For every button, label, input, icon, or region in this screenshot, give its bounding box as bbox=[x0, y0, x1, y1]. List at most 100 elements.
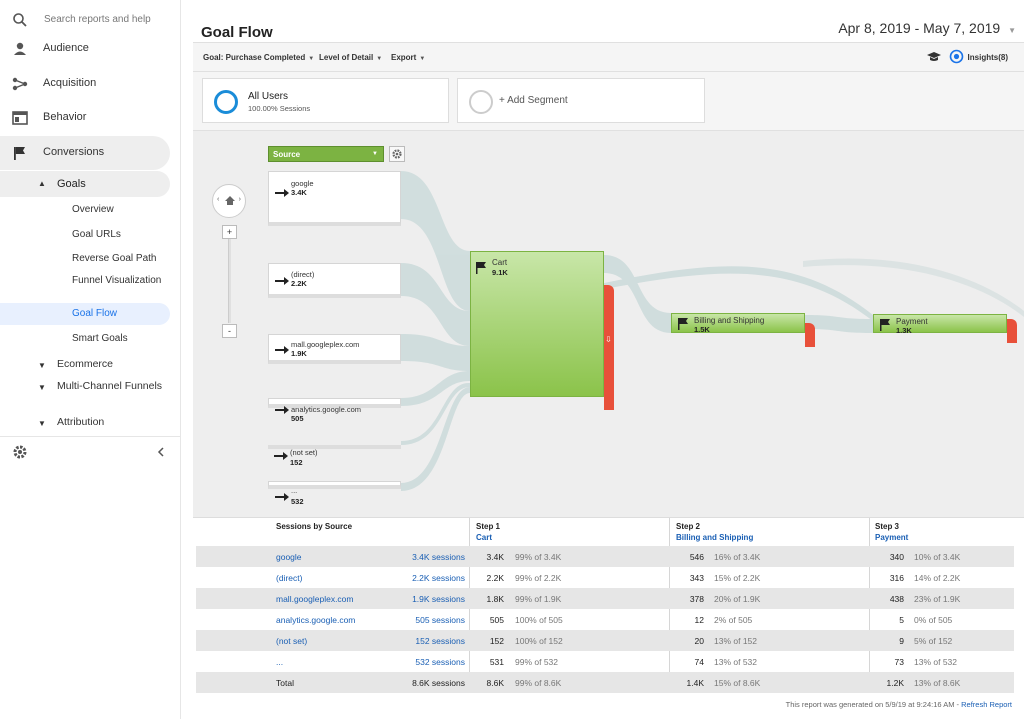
header-step-name: Billing and Shipping bbox=[676, 533, 754, 542]
sidebar-sub-overview[interactable]: Overview bbox=[72, 204, 114, 215]
source-cell[interactable]: google bbox=[276, 552, 302, 562]
entrance-arrow-icon bbox=[274, 452, 288, 460]
source-node-mall-googleplex[interactable]: mall.googleplex.com 1.9K bbox=[268, 334, 401, 364]
sidebar-item-audience[interactable]: Audience bbox=[0, 32, 180, 66]
source-node-direct[interactable]: (direct) 2.2K bbox=[268, 263, 401, 298]
sidebar-item-label: Attribution bbox=[57, 416, 105, 428]
zoom-out-button[interactable]: - bbox=[222, 324, 237, 338]
sidebar-sub-goal-urls[interactable]: Goal URLs bbox=[72, 229, 121, 240]
sessions-cell[interactable]: 505 sessions bbox=[415, 615, 465, 625]
empty-ring-icon bbox=[469, 90, 493, 114]
zoom-in-button[interactable]: + bbox=[222, 225, 237, 239]
step1-value: 152 bbox=[489, 636, 504, 646]
source-cell[interactable]: (not set) bbox=[276, 636, 308, 646]
sidebar-item-conversions[interactable]: Conversions bbox=[0, 136, 170, 170]
step1-value: 505 bbox=[489, 615, 504, 625]
graduation-cap-icon[interactable] bbox=[926, 50, 942, 64]
dropoff-cart[interactable]: ⇩ bbox=[604, 285, 614, 410]
source-node-other[interactable]: ... 532 bbox=[268, 481, 401, 506]
segment-ring-icon bbox=[214, 90, 238, 114]
sidebar-sub-smart-goals[interactable]: Smart Goals bbox=[72, 333, 128, 344]
step-node-payment[interactable]: Payment 1.3K bbox=[873, 314, 1007, 335]
step2-value: 546 bbox=[689, 552, 704, 562]
sidebar-item-goals[interactable]: ▲ Goals bbox=[0, 171, 170, 197]
goal-selector-label: Goal: Purchase Completed bbox=[203, 53, 306, 62]
source-node-google[interactable]: google 3.4K bbox=[268, 171, 401, 226]
source-name: ... bbox=[291, 486, 298, 495]
flow-settings-button[interactable] bbox=[389, 146, 405, 162]
sidebar-item-label: Conversions bbox=[43, 146, 105, 158]
source-cell[interactable]: mall.googleplex.com bbox=[276, 594, 354, 604]
sessions-cell[interactable]: 532 sessions bbox=[415, 657, 465, 667]
sidebar-sub-funnel-visualization[interactable]: Funnel Visualization bbox=[72, 275, 162, 286]
header-step-name: Cart bbox=[476, 533, 493, 542]
sessions-cell[interactable]: 2.2K sessions bbox=[412, 573, 465, 583]
step3-percent: 14% of 2.2K bbox=[914, 573, 961, 583]
table-row: analytics.google.com 505 sessions 505 100% … bbox=[196, 609, 1014, 630]
source-cell[interactable]: (direct) bbox=[276, 573, 303, 583]
export-menu[interactable]: Export ▼ bbox=[391, 53, 425, 62]
source-node-not-set[interactable]: (not set) 152 bbox=[268, 441, 401, 467]
sidebar-sub-reverse-goal-path[interactable]: Reverse Goal Path bbox=[72, 253, 157, 264]
dimension-selector[interactable]: Source ▼ bbox=[268, 146, 384, 162]
sidebar-item-label: Ecommerce bbox=[57, 358, 114, 370]
search-placeholder: Search reports and help bbox=[44, 14, 151, 25]
step2-value: 343 bbox=[689, 573, 704, 583]
step3-percent: 5% of 152 bbox=[914, 636, 953, 646]
goal-flow-visualization[interactable]: Source ▼ ‹ › + - google 3.4K (direct) 2.2… bbox=[193, 130, 1024, 517]
collapse-chevron-icon[interactable] bbox=[156, 447, 166, 457]
step2-value: 378 bbox=[689, 594, 704, 604]
report-footer: This report was generated on 5/9/19 at 9… bbox=[786, 700, 1012, 709]
step1-percent: 100% of 152 bbox=[515, 636, 563, 646]
header-step-label: Step 3 bbox=[875, 522, 900, 531]
sessions-cell[interactable]: 3.4K sessions bbox=[412, 552, 465, 562]
gear-icon[interactable] bbox=[12, 444, 28, 460]
source-node-analytics[interactable]: analytics.google.com 505 bbox=[268, 398, 401, 423]
add-segment-button[interactable]: + Add Segment bbox=[457, 78, 705, 123]
step3-value: 438 bbox=[889, 594, 904, 604]
flow-link-payment-exit bbox=[803, 258, 1024, 317]
header-sessions-by-source: Sessions by Source bbox=[276, 522, 352, 531]
source-value: 3.4K bbox=[291, 188, 307, 197]
caret-down-icon: ▼ bbox=[38, 419, 46, 428]
step1-percent: 99% of 2.2K bbox=[515, 573, 562, 583]
sessions-cell[interactable]: 152 sessions bbox=[415, 636, 465, 646]
insights-icon bbox=[949, 49, 963, 64]
step-node-billing-shipping[interactable]: Billing and Shipping 1.5K bbox=[671, 313, 805, 334]
sidebar-item-acquisition[interactable]: Acquisition bbox=[0, 67, 180, 101]
source-name: mall.googleplex.com bbox=[291, 340, 360, 349]
step-node-cart[interactable]: Cart 9.1K bbox=[470, 251, 604, 397]
header-step-1: Step 1 Cart bbox=[476, 522, 500, 542]
pan-control[interactable]: ‹ › bbox=[212, 184, 246, 218]
step2-percent: 20% of 1.9K bbox=[714, 594, 761, 604]
flag-icon bbox=[678, 318, 688, 330]
step3-percent: 13% of 8.6K bbox=[914, 678, 961, 688]
page-title: Goal Flow bbox=[201, 24, 273, 41]
sessions-cell[interactable]: 1.9K sessions bbox=[412, 594, 465, 604]
step3-value: 9 bbox=[899, 636, 904, 646]
step-value: 1.5K bbox=[694, 325, 710, 334]
person-icon bbox=[14, 42, 26, 55]
goal-selector[interactable]: Goal: Purchase Completed ▼ bbox=[203, 53, 314, 62]
level-of-detail-menu[interactable]: Level of Detail ▼ bbox=[319, 53, 382, 62]
sidebar-sub-goal-flow[interactable]: Goal Flow bbox=[72, 308, 118, 319]
zoom-slider-track[interactable] bbox=[228, 239, 231, 323]
sidebar-item-behavior[interactable]: Behavior bbox=[0, 101, 180, 135]
dropoff-payment[interactable] bbox=[1007, 319, 1017, 343]
step3-value: 5 bbox=[899, 615, 904, 625]
flow-connections bbox=[401, 171, 1024, 491]
source-cell[interactable]: analytics.google.com bbox=[276, 615, 356, 625]
date-range-picker[interactable]: Apr 8, 2019 - May 7, 2019 ▼ bbox=[838, 20, 1016, 36]
caret-down-icon: ▼ bbox=[419, 56, 426, 62]
source-cell[interactable]: ... bbox=[276, 657, 284, 667]
insights-button[interactable]: Insights(8) bbox=[949, 49, 1008, 64]
search-row[interactable]: Search reports and help bbox=[0, 0, 180, 40]
segment-all-users[interactable]: All Users 100.00% Sessions bbox=[202, 78, 449, 123]
refresh-report-link[interactable]: Refresh Report bbox=[961, 700, 1012, 709]
header-label: Sessions by Source bbox=[276, 522, 353, 531]
generated-timestamp: This report was generated on 5/9/19 at 9… bbox=[785, 700, 960, 709]
step3-percent: 10% of 3.4K bbox=[914, 552, 961, 562]
dropoff-billing-shipping[interactable] bbox=[805, 323, 815, 347]
caret-down-icon: ▼ bbox=[376, 56, 383, 62]
step-name: Payment bbox=[896, 317, 928, 326]
